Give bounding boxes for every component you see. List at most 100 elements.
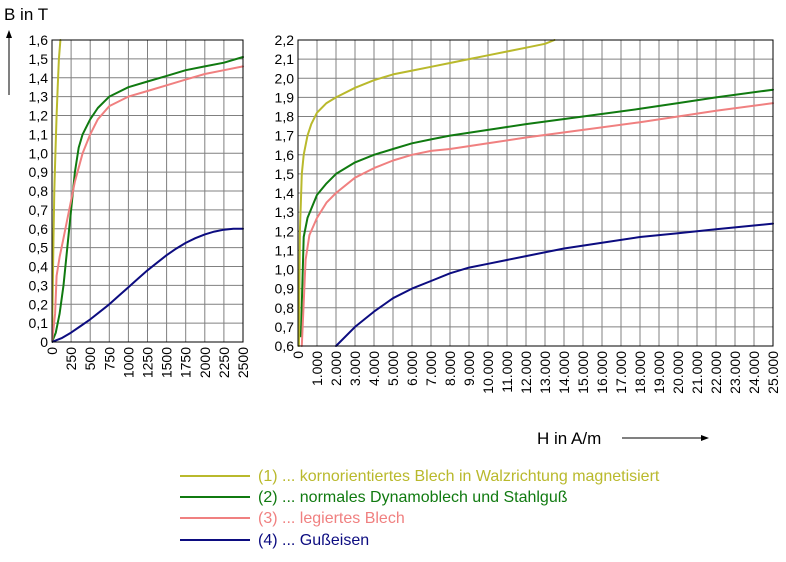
y-tick-label: 1,1 (29, 126, 49, 142)
y-tick-label: 0,6 (29, 221, 49, 237)
series-line (52, 65, 244, 343)
x-tick-label: 10.000 (480, 351, 496, 394)
y-tick-label: 1,0 (29, 145, 49, 161)
y-axis-arrow-icon (6, 30, 12, 38)
y-tick-label: 0,7 (29, 202, 49, 218)
x-tick-label: 22.000 (708, 351, 724, 394)
x-tick-label: 16.000 (594, 351, 610, 394)
series-line (52, 227, 244, 343)
y-tick-label: 1,3 (275, 204, 295, 220)
y-tick-label: 2,2 (275, 32, 295, 48)
y-tick-label: 1,8 (275, 109, 295, 125)
chart-panel-1: 0 0,1 0,2 0,3 0,4 0,5 0,6 0,7 0,8 0,9 1,0 1,1 1,2 1,3… (29, 32, 251, 378)
y-tick-label: 0,2 (29, 296, 49, 312)
y-tick-label: 0,1 (29, 315, 49, 331)
y-tick-label: 0,4 (29, 259, 49, 275)
series-line (52, 56, 244, 343)
y-tick-label: 0 (40, 334, 48, 350)
plot-border (51, 39, 244, 343)
legend-label: (3) ... legiertes Blech (258, 510, 405, 527)
x-tick-label: 2000 (197, 347, 213, 378)
y-tick-label: 2,1 (275, 51, 295, 67)
y-tick-label: 1,0 (275, 262, 295, 278)
x-tick-label: 500 (82, 347, 98, 371)
y-tick-label: 2,0 (275, 70, 295, 86)
series-line (298, 39, 556, 347)
x-tick-label: 12.000 (518, 351, 534, 394)
x-tick-label: 1.000 (309, 351, 325, 386)
legend-item: (4) ... Gußeisen (180, 532, 369, 549)
x-tick-label: 25.000 (765, 351, 781, 394)
series-line (52, 39, 62, 343)
x-tick-label: 11.000 (499, 351, 515, 393)
legend-item: (3) ... legiertes Blech (180, 510, 405, 527)
x-tick-label: 2500 (235, 347, 251, 378)
legend-label: (4) ... Gußeisen (258, 532, 369, 549)
y-tick-label: 1,6 (29, 32, 49, 48)
x-tick-label: 9.000 (461, 351, 477, 386)
plot-border (297, 39, 774, 347)
y-tick-label: 0,3 (29, 277, 49, 293)
x-tick-label: 15.000 (575, 351, 591, 394)
y-axis-title: B in T (4, 5, 48, 24)
y-tick-label: 1,6 (275, 147, 295, 163)
y-tick-label: 0,6 (275, 338, 295, 354)
legend: (1) ... kornorientiertes Blech in Walzri… (180, 468, 660, 549)
x-tick-label: 1250 (140, 347, 156, 378)
y-tick-label: 0,9 (275, 281, 295, 297)
y-tick-label: 1,2 (275, 223, 295, 239)
y-tick-label: 1,5 (29, 51, 49, 67)
x-tick-label: 0 (290, 351, 306, 359)
y-tick-label: 1,7 (275, 128, 295, 144)
y-tick-label: 1,4 (29, 70, 49, 86)
x-tick-label: 1750 (178, 347, 194, 378)
x-tick-label: 2.000 (328, 351, 344, 386)
x-tick-label: 8.000 (442, 351, 458, 386)
x-tick-label: 3.000 (347, 351, 363, 386)
x-tick-label: 750 (101, 347, 117, 371)
x-tick-label: 20.000 (670, 351, 686, 394)
x-tick-label: 6.000 (404, 351, 420, 386)
y-tick-label: 1,1 (275, 242, 295, 258)
legend-label: (2) ... normales Dynamoblech und Stahlgu… (258, 489, 568, 506)
x-tick-label: 13.000 (537, 351, 553, 394)
x-tick-label: 18.000 (632, 351, 648, 394)
x-tick-label: 1000 (120, 347, 136, 378)
chart-panel-2: 0,6 0,7 0,8 0,9 1,0 1,1 1,2 1,3 1,4 1,5 1,6 1,7 1,8 1… (275, 32, 781, 394)
series-line (299, 88, 774, 338)
x-tick-label: 21.000 (689, 351, 705, 394)
series-group (52, 39, 244, 343)
x-tick-label: 19.000 (651, 351, 667, 394)
x-tick-label: 23.000 (727, 351, 743, 394)
legend-item: (1) ... kornorientiertes Blech in Walzri… (180, 468, 660, 485)
chart-panels: 0 0,1 0,2 0,3 0,4 0,5 0,6 0,7 0,8 0,9 1,0 1,1 1,2 1,3… (29, 32, 781, 394)
series-line (335, 222, 774, 347)
x-axis-arrow-icon (701, 435, 709, 441)
x-tick-label: 4.000 (366, 351, 382, 386)
y-tick-label: 0,8 (275, 300, 295, 316)
series-line (300, 102, 774, 347)
x-tick-label: 17.000 (613, 351, 629, 394)
series-group (298, 39, 774, 347)
y-tick-label: 0,8 (29, 183, 49, 199)
x-tick-label: 24.000 (746, 351, 762, 394)
x-tick-label: 14.000 (556, 351, 572, 394)
y-tick-label: 0,5 (29, 240, 49, 256)
y-tick-label: 1,5 (275, 166, 295, 182)
y-tick-label: 0,9 (29, 164, 49, 180)
x-tick-label: 5.000 (385, 351, 401, 386)
y-tick-label: 1,9 (275, 89, 295, 105)
x-tick-label: 2250 (216, 347, 232, 378)
y-tick-label: 1,4 (275, 185, 295, 201)
y-tick-label: 0,7 (275, 319, 295, 335)
legend-label: (1) ... kornorientiertes Blech in Walzri… (258, 468, 660, 485)
x-tick-label: 7.000 (423, 351, 439, 386)
y-tick-label: 1,3 (29, 89, 49, 105)
x-tick-label: 0 (44, 347, 60, 355)
y-tick-label: 1,2 (29, 108, 49, 124)
x-tick-label: 1500 (159, 347, 175, 378)
x-tick-label: 250 (63, 347, 79, 371)
legend-item: (2) ... normales Dynamoblech und Stahlgu… (180, 489, 568, 506)
